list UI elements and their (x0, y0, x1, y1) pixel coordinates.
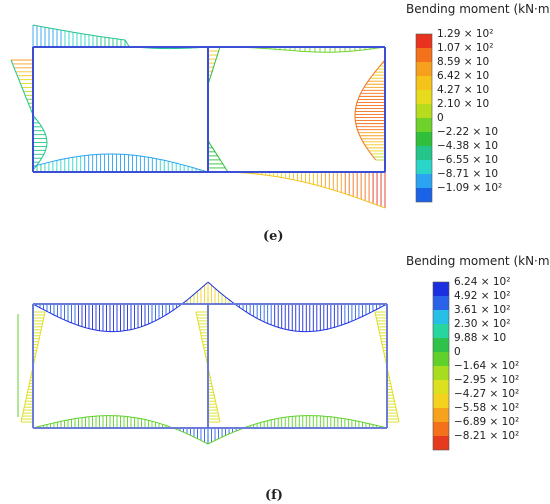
panel-f: Bending moment (kN·m) 6.24 × 10² 4.92 × 1… (0, 252, 550, 504)
moment-outline (10, 59, 48, 171)
legend-swatch (433, 436, 449, 450)
legend-label: −5.58 × 10² (454, 402, 520, 414)
legend-label: 6.24 × 10² (454, 276, 511, 288)
moment-outline (207, 415, 388, 445)
legend-swatch (433, 380, 449, 394)
legend-swatch (416, 62, 432, 76)
panel-e: Bending moment (kN·m) 1.29 × 10² 1.07 × 1… (10, 2, 550, 244)
legend-label: −6.89 × 10² (454, 416, 520, 428)
legend-label: −1.09 × 10² (437, 182, 503, 194)
legend-label: −6.55 × 10 (437, 154, 499, 166)
legend-label: −8.21 × 10² (454, 430, 520, 442)
moment-outline (207, 46, 229, 173)
legend-swatch (416, 118, 432, 132)
caption-e: (e) (263, 229, 284, 244)
legend-swatch (416, 76, 432, 90)
legend-swatch (416, 48, 432, 62)
moment-outline (32, 415, 209, 445)
legend-title-f: Bending moment (kN·m) (406, 254, 550, 268)
legend-label: 4.27 × 10 (437, 84, 490, 96)
moment-diagram-e (10, 24, 433, 209)
legend-label: −1.64 × 10² (454, 360, 520, 372)
legend-label: −4.38 × 10 (437, 140, 499, 152)
moment-outline (32, 153, 209, 173)
legend-label: 1.07 × 10² (437, 42, 494, 54)
legend-title-e: Bending moment (kN·m) (406, 2, 550, 16)
legend-swatch (416, 90, 432, 104)
caption-f: (f) (265, 488, 283, 503)
legend-swatch (433, 422, 449, 436)
legend-label: 4.92 × 10² (454, 290, 511, 302)
legend-swatch (433, 296, 449, 310)
legend-label: −2.95 × 10² (454, 374, 520, 386)
legend-swatch (416, 188, 432, 202)
legend-swatch (433, 324, 449, 338)
legend-label: −8.71 × 10 (437, 168, 499, 180)
legend-swatch (433, 394, 449, 408)
legend-label: 6.42 × 10 (437, 70, 490, 82)
legend-swatch (416, 104, 432, 118)
legend-label: 8.59 × 10 (437, 56, 490, 68)
legend-label: −2.22 × 10 (437, 126, 499, 138)
legend-label: 1.29 × 10² (437, 28, 494, 40)
moment-outline (32, 24, 206, 50)
legend-swatch (433, 408, 449, 422)
legend-swatch (433, 310, 449, 324)
moment-outline (207, 281, 388, 333)
moment-outline (354, 59, 386, 161)
moment-outline (32, 281, 209, 333)
legend-swatch (433, 352, 449, 366)
legend-label: 3.61 × 10² (454, 304, 511, 316)
legend-swatch (433, 338, 449, 352)
legend-label: 2.10 × 10 (437, 98, 490, 110)
legend-swatch (416, 132, 432, 146)
legend-frame (415, 33, 433, 203)
legend-swatch (416, 160, 432, 174)
legend-swatch (416, 174, 432, 188)
legend-frame (432, 281, 450, 451)
legend-label: 9.88 × 10 (454, 332, 507, 344)
legend-swatch (416, 34, 432, 48)
legend-label: 0 (454, 346, 461, 358)
legend-label: 0 (437, 112, 444, 124)
legend-swatch (433, 282, 449, 296)
legend-label: −4.27 × 10² (454, 388, 520, 400)
legend-label: 2.30 × 10² (454, 318, 511, 330)
legend-swatch (433, 366, 449, 380)
moment-diagram-f (17, 281, 450, 451)
legend-swatch (416, 146, 432, 160)
